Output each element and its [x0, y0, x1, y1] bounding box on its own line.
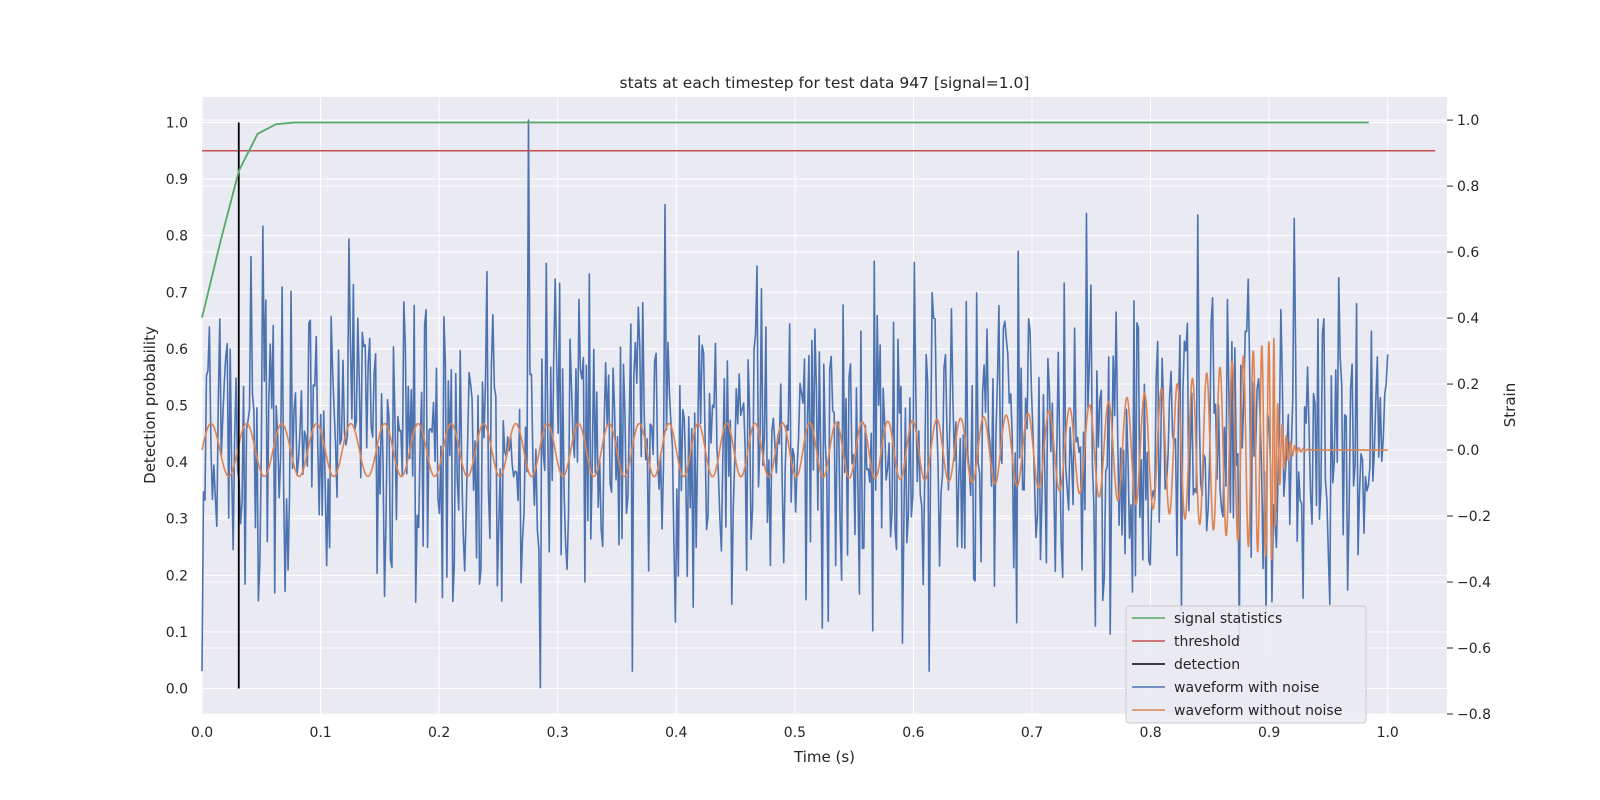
- y-tick-label: 0.4: [166, 455, 188, 471]
- y-axis-right: −0.8 −0.6 −0.4 −0.2 0.0 0.2 0.4 0.6 0.8 1.0: [1447, 113, 1491, 723]
- legend-label: detection: [1174, 657, 1240, 673]
- y-tick-label: 0.8: [166, 229, 188, 245]
- x-tick-label: 0.0: [191, 725, 213, 741]
- y-tick-label: 0.6: [166, 342, 188, 358]
- x-tick-label: 0.6: [902, 725, 924, 741]
- y-tick-label: 0.7: [166, 285, 188, 301]
- y-tick-label: 0.9: [166, 172, 188, 188]
- x-axis-title: Time (s): [793, 748, 855, 766]
- x-tick-label: 0.9: [1258, 725, 1280, 741]
- legend-item: threshold: [1132, 634, 1240, 650]
- legend-label: signal statistics: [1174, 611, 1282, 627]
- y-tick-label: 0.2: [166, 568, 188, 584]
- series-layer: [201, 119, 1436, 689]
- y2-tick-label: −0.6: [1457, 641, 1491, 657]
- x-tick-label: 0.4: [665, 725, 687, 741]
- legend-item: waveform with noise: [1132, 680, 1319, 696]
- y-axis-title: Detection probability: [141, 326, 159, 484]
- y2-tick-label: 1.0: [1457, 113, 1479, 129]
- y-axis-left: 0.0 0.1 0.2 0.3 0.4 0.5 0.6 0.7 0.8 0.9 1.0: [166, 115, 188, 697]
- y-tick-label: 0.1: [166, 625, 188, 641]
- legend-item: signal statistics: [1132, 611, 1282, 627]
- x-axis: 0.0 0.1 0.2 0.3 0.4 0.5 0.6 0.7 0.8 0.9 1.0: [191, 725, 1399, 741]
- chart-title: stats at each timestep for test data 947…: [620, 74, 1030, 92]
- y2-axis-title: Strain: [1501, 383, 1519, 427]
- y2-tick-label: 0.0: [1457, 443, 1479, 459]
- series-line-waveform-with-noise: [201, 119, 1389, 689]
- y-tick-label: 1.0: [166, 115, 188, 131]
- x-tick-label: 0.1: [309, 725, 331, 741]
- legend-item: detection: [1132, 657, 1240, 673]
- x-tick-label: 0.3: [547, 725, 569, 741]
- y2-tick-label: −0.2: [1457, 509, 1491, 525]
- x-tick-label: 0.8: [1139, 725, 1161, 741]
- y-tick-label: 0.5: [166, 399, 188, 415]
- series-line-signal-statistics: [201, 121, 1369, 318]
- legend-item: waveform without noise: [1132, 703, 1342, 719]
- y2-tick-label: 0.2: [1457, 377, 1479, 393]
- legend-label: waveform with noise: [1174, 680, 1319, 696]
- y2-tick-label: −0.4: [1457, 575, 1491, 591]
- x-tick-label: 1.0: [1377, 725, 1399, 741]
- y2-tick-label: −0.8: [1457, 707, 1491, 723]
- y-tick-label: 0.0: [166, 682, 188, 698]
- y2-tick-label: 0.8: [1457, 179, 1479, 195]
- series-line-waveform-without-noise: [201, 337, 1389, 561]
- legend-label: waveform without noise: [1174, 703, 1342, 719]
- legend-label: threshold: [1174, 634, 1240, 650]
- y2-tick-label: 0.6: [1457, 245, 1479, 261]
- y2-tick-label: 0.4: [1457, 311, 1479, 327]
- y-tick-label: 0.3: [166, 512, 188, 528]
- legend-box: [1125, 605, 1367, 724]
- x-tick-label: 0.5: [784, 725, 806, 741]
- legend: signal statistics threshold detection wa…: [1125, 605, 1367, 724]
- x-tick-label: 0.2: [428, 725, 450, 741]
- x-tick-label: 0.7: [1021, 725, 1043, 741]
